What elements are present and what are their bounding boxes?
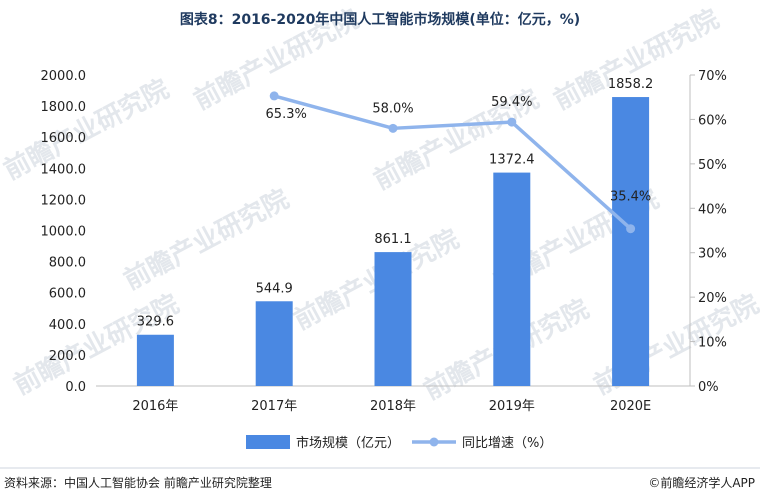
y-left-tick-label: 600.0 — [49, 287, 86, 302]
legend-line-label: 同比增速（%） — [462, 436, 552, 451]
line-point — [626, 224, 636, 234]
x-tick-label: 2016年 — [132, 399, 178, 414]
y-left-tick-label: 400.0 — [49, 318, 86, 333]
bar — [493, 172, 531, 386]
x-tick-label: 2017年 — [251, 399, 297, 414]
bar — [612, 97, 650, 386]
y-left-tick-label: 800.0 — [49, 256, 86, 271]
line-point — [388, 123, 398, 133]
bar-series — [136, 97, 650, 386]
line-data-label: 35.4% — [610, 190, 651, 205]
watermark-text: 前瞻产业研究院 — [0, 73, 174, 186]
line-series — [269, 91, 636, 234]
line-data-label: 58.0% — [372, 101, 413, 116]
footer-source: 资料来源：中国人工智能协会 前瞻产业研究院整理 — [4, 475, 272, 490]
y-left-tick-label: 0.0 — [65, 380, 86, 395]
y-right-tick-label: 0% — [698, 380, 719, 395]
x-tick-label: 2019年 — [489, 399, 535, 414]
bar-data-label: 1858.2 — [608, 77, 654, 92]
bar-data-label: 1372.4 — [489, 153, 535, 168]
y-left-tick-label: 1000.0 — [41, 225, 87, 240]
legend-bar-swatch — [246, 435, 290, 449]
watermark-text: 前瞻产业研究院 — [119, 183, 294, 296]
bar-data-label: 329.6 — [137, 315, 174, 330]
line-point — [269, 91, 279, 101]
y-left-tick-label: 1200.0 — [41, 193, 87, 208]
y-left-tick-label: 1400.0 — [41, 162, 87, 177]
y-left-tick-label: 200.0 — [49, 349, 86, 364]
legend-bar-label: 市场规模（亿元） — [296, 435, 400, 451]
y-right-tick-label: 50% — [698, 158, 727, 173]
line-path — [273, 94, 632, 231]
x-axis: 2016年 2017年 2018年 2019年 2020E — [132, 399, 651, 414]
y-axis-left: 0.0 200.0 400.0 600.0 800.0 1000.0 1200.0 1400.… — [41, 69, 87, 395]
y-right-tick-label: 30% — [698, 247, 727, 262]
y-right-tick-label: 10% — [698, 336, 727, 351]
y-right-tick-label: 20% — [698, 291, 727, 306]
legend: 市场规模（亿元） 同比增速（%） — [246, 435, 552, 451]
y-left-tick-label: 1800.0 — [41, 100, 87, 115]
line-point — [507, 117, 517, 127]
bar — [255, 301, 293, 386]
line-data-labels: 65.3% 58.0% 59.4% 35.4% — [266, 95, 652, 205]
legend-line-marker — [429, 437, 439, 447]
bar-data-labels: 329.6 544.9 861.1 1372.4 1858.2 — [137, 77, 654, 330]
y-left-tick-label: 2000.0 — [41, 69, 87, 84]
bar-data-label: 544.9 — [256, 281, 293, 296]
y-right-tick-label: 70% — [698, 69, 727, 84]
y-left-tick-label: 1600.0 — [41, 131, 87, 146]
y-right-tick-label: 40% — [698, 202, 727, 217]
x-tick-label: 2018年 — [370, 399, 416, 414]
line-data-label: 65.3% — [266, 107, 307, 122]
chart-title: 图表8：2016-2020年中国人工智能市场规模(单位：亿元，%) — [180, 11, 580, 28]
bar — [374, 252, 412, 386]
y-axis-right: 0% 10% 20% 30% 40% 50% 60% 70% — [690, 69, 727, 395]
line-data-label: 59.4% — [491, 95, 532, 110]
x-tick-label: 2020E — [610, 399, 651, 414]
footer-brand: ©前瞻经济学人APP — [648, 475, 755, 490]
bar — [136, 334, 174, 386]
y-right-tick-label: 60% — [698, 113, 727, 128]
bar-data-label: 861.1 — [374, 232, 411, 247]
